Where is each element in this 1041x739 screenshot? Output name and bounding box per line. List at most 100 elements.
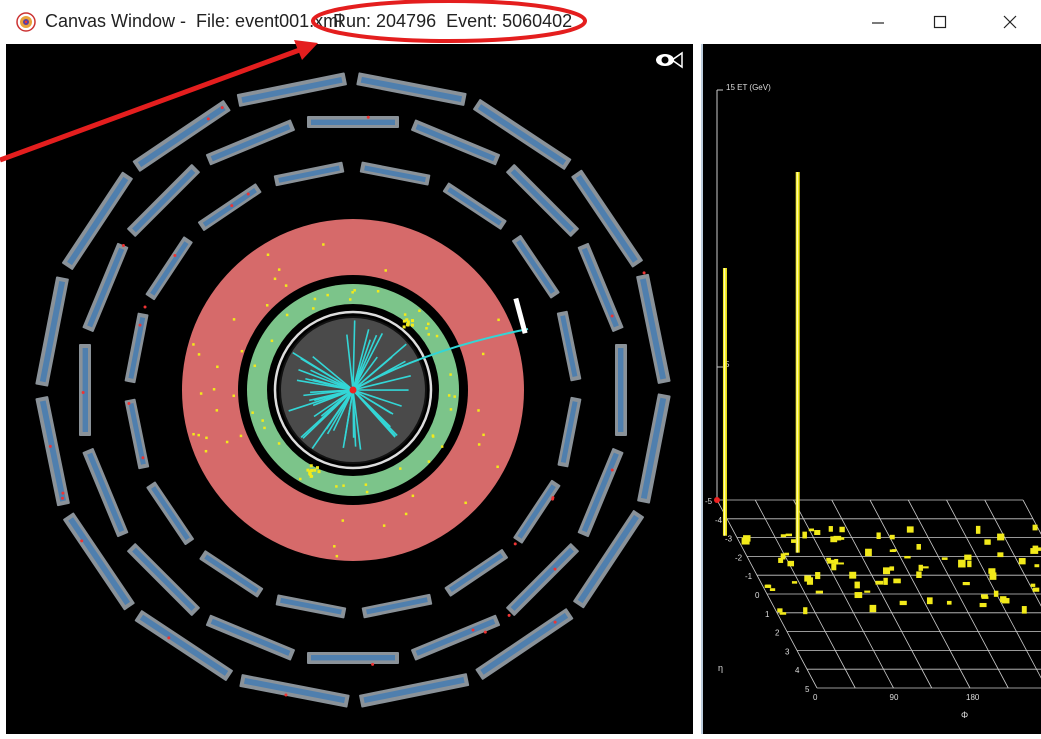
muon-middle-chamber	[411, 119, 501, 165]
calo-cluster-cell	[411, 319, 414, 322]
muon-middle-chamber-blue	[87, 248, 124, 328]
run-event-label: Run: 204796 Event: 5060402	[333, 11, 572, 32]
energy-tower	[807, 577, 813, 584]
energy-tower	[834, 559, 838, 565]
calo-cluster-cell	[407, 324, 410, 327]
energy-tower	[982, 596, 989, 599]
atlantis-app-icon	[16, 12, 36, 32]
muon-inner-chamber-blue	[449, 553, 503, 592]
energy-tower	[803, 607, 807, 614]
muon-middle-chamber-blue	[416, 124, 496, 161]
calo-cell	[240, 435, 243, 438]
eta-tick-label: -2	[735, 553, 743, 562]
calo-cell	[192, 433, 195, 436]
calo-cell	[251, 411, 254, 414]
muon-inner-chamber-blue	[447, 187, 501, 225]
energy-tower	[816, 591, 823, 594]
muon-hit	[139, 324, 142, 327]
energy-tower	[829, 526, 833, 532]
energy-tower	[893, 579, 900, 584]
calo-cell	[448, 394, 451, 397]
calo-cell	[205, 450, 208, 453]
energy-tower	[976, 526, 980, 534]
energy-tower	[907, 526, 914, 532]
calo-cell	[200, 392, 203, 395]
muon-inner-chamber	[512, 235, 560, 299]
muon-middle-chamber-blue	[83, 348, 88, 432]
muon-outer-chamber-blue	[363, 677, 464, 703]
muon-middle-chamber-blue	[211, 619, 291, 656]
energy-tower	[855, 592, 863, 598]
muon-middle-chamber	[79, 344, 91, 436]
eta-tick-label: -1	[745, 572, 753, 581]
maximize-button[interactable]	[920, 6, 960, 38]
energy-tower	[883, 567, 890, 574]
energy-tower	[875, 581, 883, 585]
phi-tick-label: 90	[890, 693, 899, 702]
calo-cell	[333, 545, 336, 548]
calo-cell	[226, 441, 229, 444]
energy-tower	[904, 556, 910, 558]
energy-tower	[815, 572, 820, 579]
muon-middle-chamber-blue	[511, 169, 574, 232]
calo-cell	[453, 395, 456, 398]
calo-cell	[278, 442, 281, 445]
energy-tower	[780, 612, 787, 615]
detector-xy-view[interactable]	[6, 44, 693, 734]
energy-tower	[1000, 596, 1006, 602]
energy-tower	[814, 530, 820, 535]
eta-tick-label: 1	[765, 610, 770, 619]
calo-cell	[412, 495, 415, 498]
muon-middle-chamber-blue	[132, 169, 195, 232]
calo-cell	[278, 268, 281, 271]
muon-hit	[551, 498, 554, 501]
energy-tower	[942, 557, 948, 560]
muon-hit	[61, 492, 64, 495]
eye-fish-icon[interactable]	[654, 50, 684, 70]
muon-inner-chamber	[442, 182, 506, 230]
minimize-button[interactable]	[858, 6, 898, 38]
muon-middle-chamber	[615, 344, 627, 436]
energy-tower	[1034, 564, 1039, 567]
energy-tower	[984, 539, 990, 544]
energy-tower	[809, 529, 814, 532]
energy-tower	[792, 581, 797, 584]
energy-tower	[802, 532, 807, 539]
energy-tower	[787, 561, 794, 566]
calo-cluster-cell	[310, 469, 313, 472]
calo-cell	[274, 278, 277, 281]
muon-inner-chamber	[198, 183, 262, 231]
eta-tick-label: 4	[795, 666, 800, 675]
energy-tower	[919, 565, 923, 571]
calo-cluster-cell	[306, 469, 309, 472]
energy-tower	[916, 544, 920, 550]
eta-tick-label: 2	[775, 629, 780, 638]
muon-middle-chamber	[411, 614, 501, 660]
muon-hit	[367, 116, 370, 119]
close-icon	[1002, 14, 1018, 30]
muon-inner-chamber-blue	[517, 484, 555, 538]
muon-middle-chamber	[206, 119, 296, 165]
energy-tower	[997, 552, 1003, 557]
phi-axis-label: Φ	[961, 710, 968, 720]
calo-cluster-cell	[403, 325, 406, 328]
muon-middle-chamber-blue	[211, 124, 291, 161]
muon-hit	[553, 568, 556, 571]
muon-outer-chamber	[356, 72, 466, 106]
calo-cluster-cell	[405, 318, 408, 321]
eta-tick-label: -5	[705, 497, 713, 506]
energy-tower	[997, 534, 1004, 541]
calo-cell	[232, 395, 235, 398]
calo-cell	[326, 294, 329, 297]
calo-cell	[261, 419, 264, 422]
energy-tower	[784, 553, 789, 556]
muon-inner-chamber-blue	[151, 486, 190, 540]
energy-tower	[883, 578, 887, 585]
muon-middle-chamber	[82, 243, 128, 333]
calo-cell	[353, 289, 356, 292]
calo-cluster-cell	[318, 470, 321, 473]
calo-cell	[464, 502, 467, 505]
calo-cluster-cell	[316, 466, 319, 469]
close-button[interactable]	[990, 6, 1030, 38]
